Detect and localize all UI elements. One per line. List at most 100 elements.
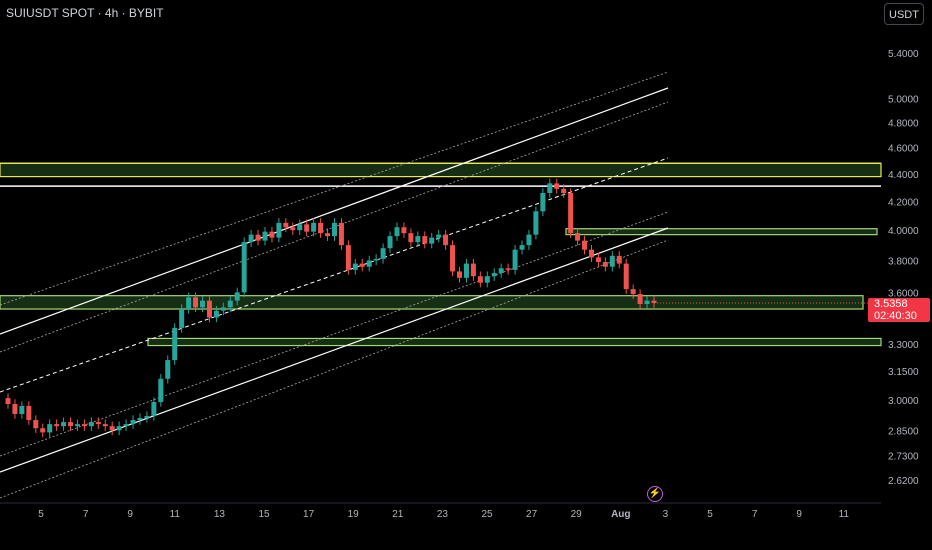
time-tick-label: 13 <box>214 509 226 520</box>
candle-body <box>5 398 11 404</box>
candle <box>137 413 143 425</box>
last-price-tag: 3.5358 02:40:30 <box>868 298 930 322</box>
price-tick-label: 2.8500 <box>888 426 919 437</box>
candle-body <box>179 309 185 328</box>
candle-body <box>422 236 428 244</box>
candle-body <box>54 424 60 427</box>
lightning-bolt-icon[interactable]: ⚡ <box>647 486 663 502</box>
candle <box>255 229 261 246</box>
candle <box>602 257 608 272</box>
candle <box>394 222 400 241</box>
candle-body <box>269 231 275 238</box>
candle-body <box>609 255 615 267</box>
price-tick-label: 3.8000 <box>888 256 919 267</box>
candle-body <box>387 236 393 249</box>
candle-body <box>519 245 525 250</box>
price-tick-label: 3.1500 <box>888 367 919 378</box>
candle-body <box>213 310 219 318</box>
candle-body <box>241 242 247 293</box>
candle <box>81 419 87 431</box>
candle-body <box>12 403 18 414</box>
candle <box>241 237 247 298</box>
time-tick-label: 27 <box>526 509 538 520</box>
price-tick-label: 4.4000 <box>888 170 919 181</box>
candle <box>380 243 386 264</box>
candle-body <box>318 222 324 234</box>
candle <box>387 231 393 253</box>
candle-body <box>227 300 233 308</box>
candle-body <box>123 424 129 427</box>
candle-body <box>429 237 435 244</box>
channel-line <box>0 87 669 335</box>
candle-body <box>644 300 650 304</box>
price-tick-label: 2.7300 <box>888 452 919 463</box>
price-tick-label: 3.3000 <box>888 340 919 351</box>
candle-body <box>116 426 122 431</box>
candle <box>561 184 567 198</box>
candle-body <box>311 222 317 232</box>
candle-body <box>47 424 53 433</box>
candle-body <box>234 292 240 301</box>
candle <box>227 295 233 313</box>
candle <box>269 226 275 243</box>
candle-body <box>338 222 344 246</box>
bar-countdown: 02:40:30 <box>874 310 917 322</box>
candle <box>338 218 344 250</box>
candle-body <box>151 402 157 416</box>
candle <box>443 229 449 250</box>
candle <box>206 295 212 323</box>
channel-line <box>0 239 669 499</box>
candle <box>512 244 518 275</box>
candle <box>463 258 469 283</box>
candle-body <box>193 297 199 308</box>
candle-body <box>512 249 518 270</box>
candle <box>436 229 442 243</box>
candle <box>179 304 185 333</box>
candle-body <box>325 233 331 237</box>
channel-line <box>0 71 669 306</box>
candle <box>74 419 80 431</box>
candle-body <box>457 271 463 278</box>
candle-body <box>575 233 581 241</box>
candle <box>213 306 219 323</box>
candle <box>123 419 129 431</box>
candle <box>54 419 60 431</box>
candle-body <box>436 234 442 238</box>
time-axis[interactable]: 5 7 9 11 13 15 17 19 21 23 25 27 29 Aug 3 5 7 9 11 <box>0 502 881 520</box>
candle <box>151 397 157 421</box>
time-tick-label: 9 <box>796 509 802 520</box>
candle <box>68 417 74 431</box>
candle-body <box>623 263 629 290</box>
candle <box>582 235 588 255</box>
candle-body <box>88 422 94 427</box>
candle-body <box>262 231 268 241</box>
zone-box <box>0 162 882 178</box>
candle-body <box>415 236 421 243</box>
candle-body <box>158 378 164 403</box>
time-tick-label: 23 <box>437 509 449 520</box>
candle <box>540 188 546 217</box>
candle <box>498 263 504 278</box>
candle-body <box>630 289 636 295</box>
candle <box>352 258 358 275</box>
candle-body <box>484 276 490 283</box>
price-axis[interactable]: 5.4000 5.0000 4.8000 4.6000 4.4000 4.2000 4.00… <box>888 49 919 487</box>
candle <box>220 302 226 316</box>
candle <box>47 419 53 438</box>
candle <box>651 295 657 308</box>
candle-body <box>540 193 546 212</box>
time-tick-label: 25 <box>481 509 493 520</box>
candle <box>234 287 240 306</box>
candle-body <box>380 248 386 259</box>
candle-body <box>443 234 449 246</box>
candle-body <box>40 428 46 433</box>
candle-body <box>304 224 310 232</box>
candle-body <box>276 222 282 238</box>
candle <box>95 417 101 429</box>
candle <box>568 188 574 238</box>
candle-body <box>595 257 601 263</box>
candle-body <box>331 222 337 237</box>
currency-unit-button[interactable]: USDT <box>884 3 924 25</box>
candle-body <box>186 297 192 310</box>
